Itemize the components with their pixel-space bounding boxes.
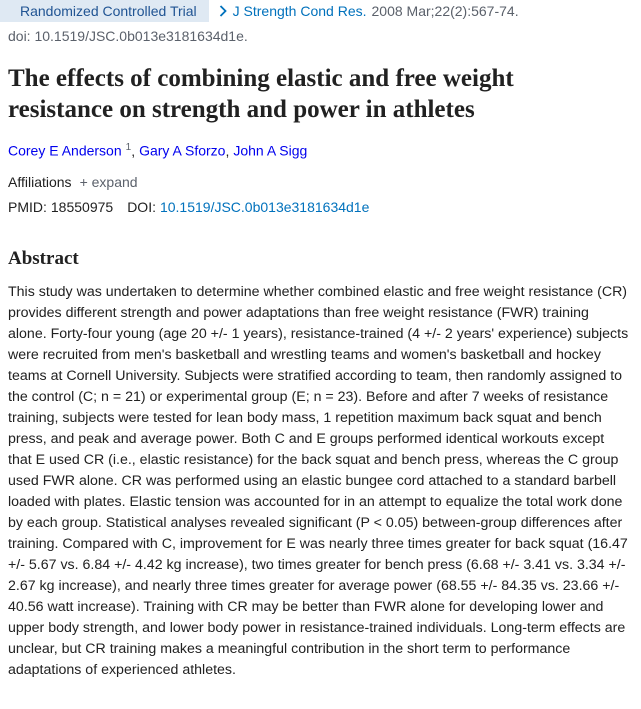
author-link[interactable]: Corey E Anderson [8,142,122,159]
journal-link[interactable]: J Strength Cond Res. [219,3,367,19]
doi-label: DOI: [127,199,156,215]
chevron-icon [219,5,227,17]
pmid-label: PMID: [8,199,47,215]
affiliations: Affiliations + expand [8,174,138,190]
doi-link[interactable]: 10.1519/JSC.0b013e3181634d1e [159,199,370,215]
article-title: The effects of combining elastic and fre… [8,65,514,123]
author-separator: , [225,142,230,159]
publication-type[interactable]: Randomized Controlled Trial [0,0,209,22]
doi-line: doi: 10.1519/JSC.0b013e3181634d1e. [8,28,248,44]
pmid: 18550975 [50,199,114,215]
expand-button[interactable]: + expand [79,174,138,190]
journal: J Strength Cond Res. [232,3,367,19]
authors: Corey E Anderson 1, Gary A Sforzo, John A S… [8,142,307,159]
abstract-text: This study was undertaken to determine w… [8,284,629,678]
author-link[interactable]: John A Sigg [233,142,308,159]
author-link[interactable]: Gary A Sforzo [139,142,226,159]
citation: 2008 Mar;22(2):567-74. [371,3,519,19]
identifiers: PMID: 18550975 DOI: 10.1519/JSC.0b013e31816… [8,199,369,215]
header-row: Randomized Controlled Trial J Strength C… [0,0,519,22]
author-separator: , [131,142,136,159]
affiliations-label: Affiliations [8,174,72,190]
abstract-heading: Abstract [8,248,79,269]
affiliation-ref[interactable]: 1 [125,142,132,153]
